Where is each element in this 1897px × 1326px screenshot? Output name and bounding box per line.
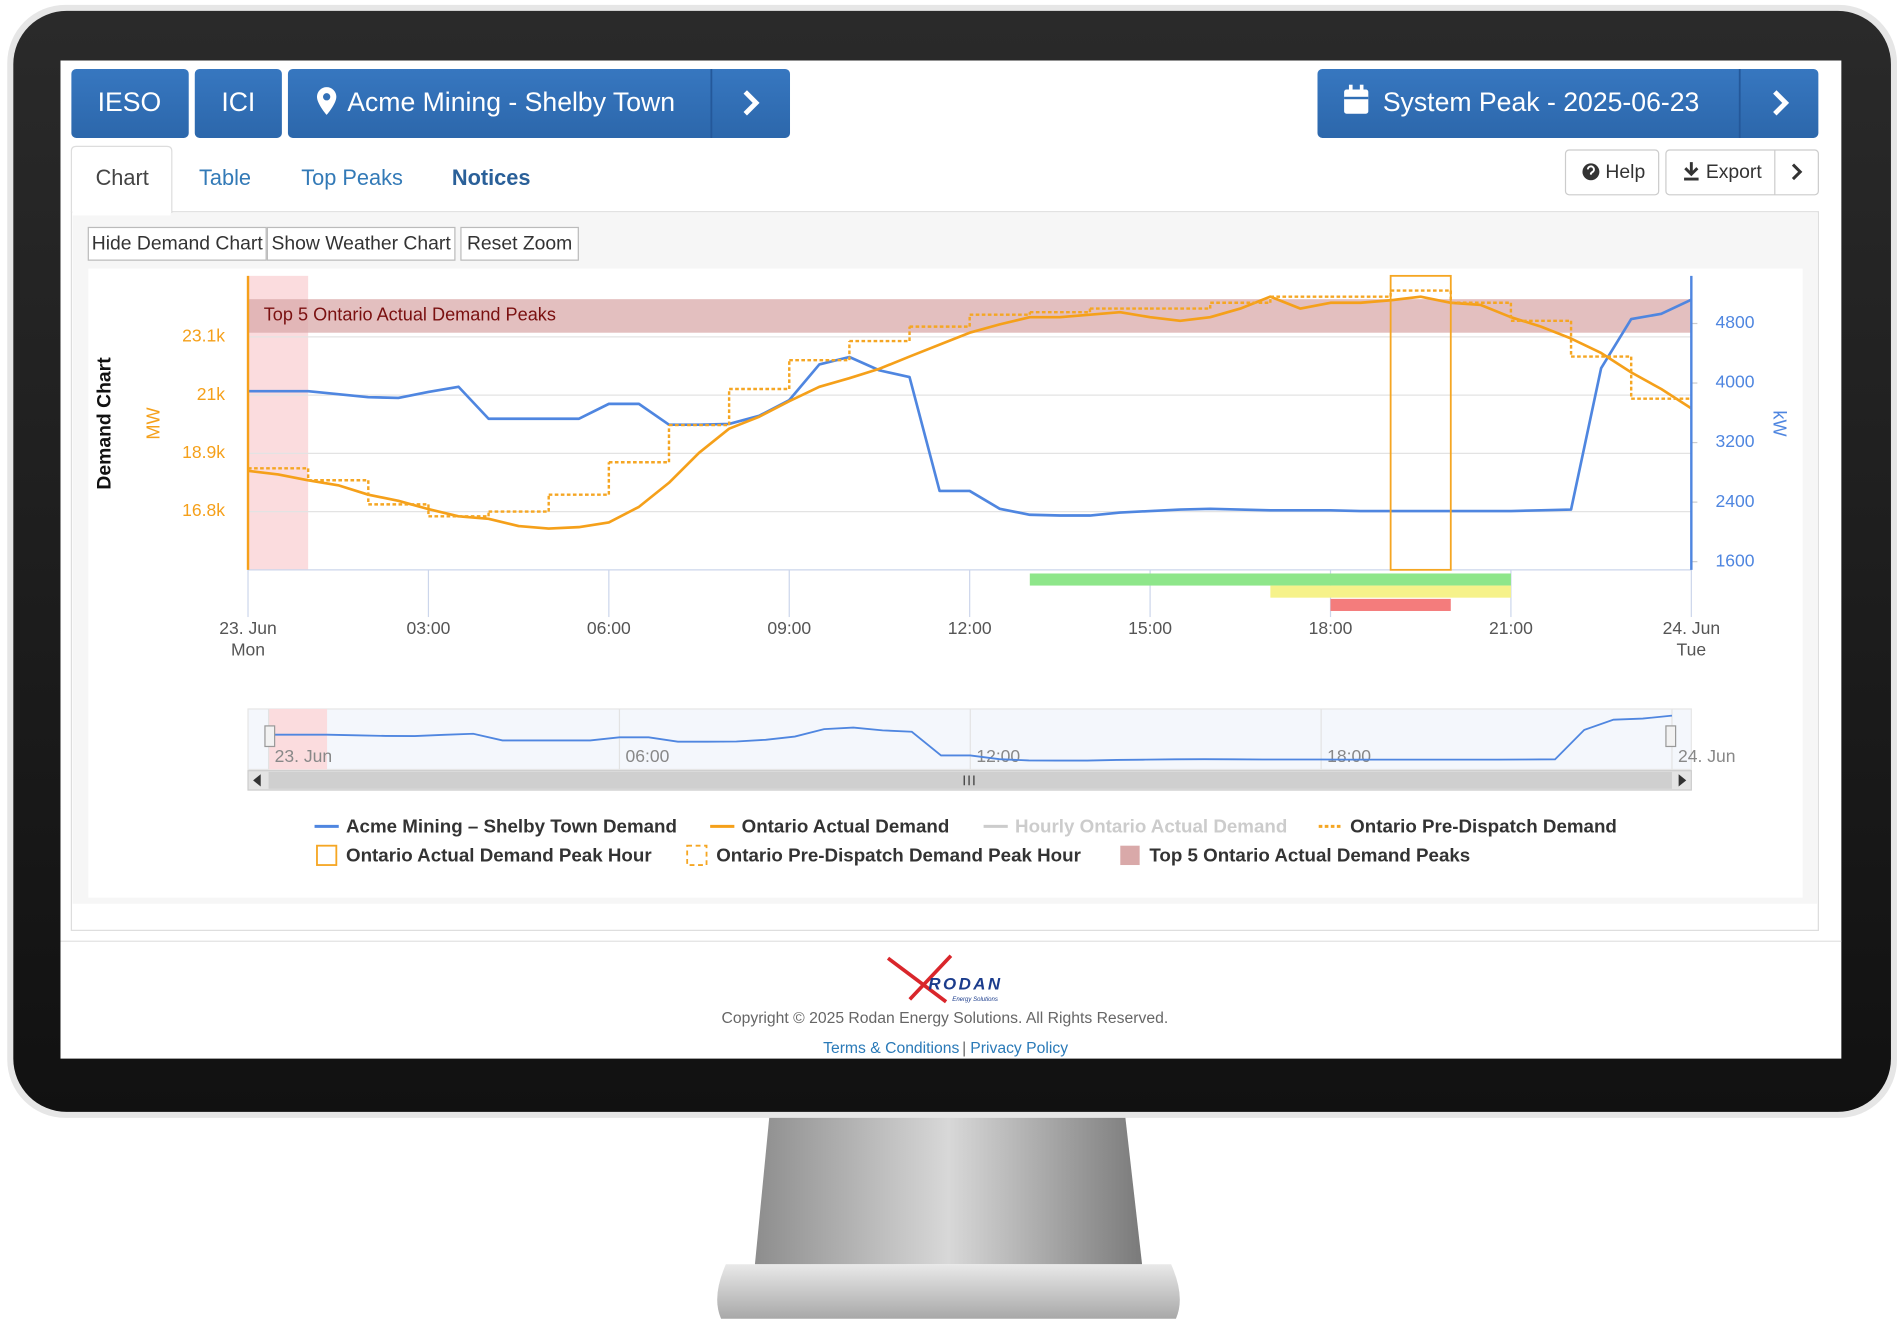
- monitor-base: [717, 1264, 1180, 1319]
- help-button[interactable]: [1564, 149, 1660, 196]
- x-tick-label: 09:00: [767, 618, 811, 638]
- ici-button[interactable]: [194, 68, 282, 138]
- alert-band: [1330, 598, 1451, 611]
- chart-button[interactable]: [266, 226, 456, 261]
- x-tick-label: 23. Jun: [219, 618, 277, 638]
- scroll-arrow: [253, 774, 1687, 787]
- button-label: Reset Zoom: [467, 233, 572, 255]
- tools: Help Export: [1564, 149, 1819, 196]
- legend-symbol: [686, 844, 708, 866]
- legend-label[interactable]: Ontario Pre-Dispatch Demand: [1350, 815, 1617, 836]
- x-tick-label: 06:00: [587, 618, 631, 638]
- chevron[interactable]: [1791, 163, 1803, 181]
- y-tick-label: 18.9k: [182, 442, 225, 462]
- navigator-line: [268, 714, 1673, 762]
- alert-band: [1270, 585, 1511, 598]
- footer-link[interactable]: Privacy Policy: [970, 1040, 1068, 1057]
- peak-hour-box: [1389, 274, 1452, 571]
- navigator-handle[interactable]: [1665, 725, 1677, 748]
- tab[interactable]: Table: [199, 165, 251, 190]
- location-label: Acme Mining - Shelby Town: [347, 87, 675, 117]
- chevron[interactable]: [1773, 90, 1790, 116]
- legend-label[interactable]: Hourly Ontario Actual Demand: [1015, 815, 1287, 836]
- y-tick-label: 23.1k: [182, 326, 225, 346]
- navigator-tick-label: 23. Jun: [275, 746, 333, 766]
- x-tick-label: 21:00: [1489, 618, 1533, 638]
- monitor-neck: [754, 1115, 1143, 1265]
- navigator-x-band: [268, 708, 328, 770]
- y2-axis-title: kW: [1770, 410, 1790, 437]
- ieso-button[interactable]: [71, 68, 189, 138]
- navigator-tick-label: 06:00: [625, 746, 669, 766]
- plot-band-label: Top 5 Ontario Actual Demand Peaks: [264, 305, 556, 325]
- tab[interactable]: Top Peaks: [301, 165, 403, 190]
- y-tick-label: 16.8k: [182, 500, 225, 520]
- legend-label[interactable]: Ontario Pre-Dispatch Demand Peak Hour: [716, 845, 1081, 866]
- legend-label[interactable]: Ontario Actual Demand: [742, 815, 950, 836]
- x-tick-label: 24. Jun: [1663, 618, 1721, 638]
- system-peak-button[interactable]: [1317, 68, 1819, 138]
- location-button[interactable]: [287, 68, 791, 138]
- button-label: ICI: [221, 87, 255, 117]
- y2-tick-label: 1600: [1716, 550, 1755, 570]
- copyright: Copyright © 2025 Rodan Energy Solutions.…: [722, 1010, 1169, 1027]
- chart-title: Demand Chart: [93, 357, 115, 490]
- chart-button[interactable]: [460, 226, 579, 261]
- legend-symbol: [1120, 845, 1140, 866]
- plot: Top 5 Ontario Actual Demand Peaks 16.8k 18…: [182, 274, 1755, 866]
- y2-tick-label: 3200: [1716, 431, 1755, 451]
- top-buttons: IESO ICI Acme Mining - Shelby Town Syste…: [71, 68, 1819, 138]
- footer-link[interactable]: Terms & Conditions: [823, 1040, 959, 1057]
- logo-sub: Energy Solutions: [952, 997, 998, 1003]
- button-label: Hide Demand Chart: [92, 233, 264, 255]
- x-tick-sublabel: Tue: [1677, 640, 1707, 660]
- active-tab[interactable]: [70, 145, 173, 213]
- y2-tick-label: 4800: [1716, 312, 1755, 332]
- navigator-handle[interactable]: [264, 725, 276, 748]
- tab[interactable]: Chart: [96, 165, 149, 190]
- button-label: Show Weather Chart: [272, 233, 452, 255]
- navigator-tick-label: 24. Jun: [1678, 746, 1736, 766]
- navigator-tick-label: 12:00: [976, 746, 1020, 766]
- tab-joint: [72, 208, 171, 216]
- scrollbar-thumb[interactable]: [268, 771, 1672, 789]
- system-peak-label: System Peak - 2025-06-23: [1383, 87, 1700, 117]
- link-separator: |: [962, 1040, 966, 1057]
- x-tick-label: 15:00: [1128, 618, 1172, 638]
- x-tick-label: 18:00: [1309, 618, 1353, 638]
- legend-label[interactable]: Acme Mining – Shelby Town Demand: [346, 815, 677, 836]
- y-tick-label: 21k: [197, 384, 226, 404]
- logo: RODAN Energy Solutions: [886, 954, 1002, 1004]
- legend-label[interactable]: Ontario Actual Demand Peak Hour: [346, 845, 652, 866]
- y-axis-title: MW: [144, 406, 164, 439]
- x-tick-sublabel: Mon: [231, 640, 265, 660]
- chart-button[interactable]: [87, 226, 267, 261]
- help-glyph: [1586, 165, 1595, 175]
- legend-label[interactable]: Top 5 Ontario Actual Demand Peaks: [1149, 845, 1470, 866]
- pin-icon: [316, 87, 337, 115]
- download-icon: [1684, 162, 1699, 181]
- tab[interactable]: Notices: [452, 165, 531, 190]
- chart-area: [88, 268, 1803, 898]
- export-button[interactable]: [1665, 149, 1819, 196]
- chart-buttons: Hide Demand Chart Show Weather Chart Res…: [87, 226, 579, 261]
- logo-mark: [886, 954, 953, 1004]
- navigator-tick-label: 18:00: [1327, 746, 1371, 766]
- legend-symbol: [316, 844, 338, 866]
- button-label: Export: [1706, 161, 1763, 183]
- button-label: IESO: [98, 87, 162, 117]
- chevron[interactable]: [743, 90, 760, 116]
- y2-tick-label: 2400: [1716, 491, 1755, 511]
- calendar-icon: [1344, 84, 1369, 114]
- help-icon: [1582, 163, 1600, 181]
- x-tick-label: 03:00: [406, 618, 450, 638]
- x-tick-label: 12:00: [948, 618, 992, 638]
- alert-band: [1029, 573, 1511, 586]
- y2-tick-label: 4000: [1716, 372, 1755, 392]
- logo-text: RODAN: [928, 974, 1002, 993]
- button-label: Help: [1605, 161, 1645, 183]
